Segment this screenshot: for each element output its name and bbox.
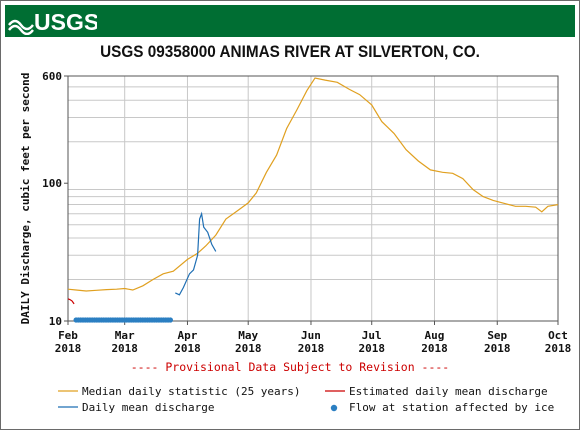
x-tick-label-year: 2018	[298, 342, 325, 355]
chart-title: USGS 09358000 ANIMAS RIVER AT SILVERTON,…	[100, 42, 480, 61]
x-tick-label-year: 2018	[174, 342, 201, 355]
x-tick-label-month: Apr	[178, 329, 198, 342]
x-tick-label-month: Feb	[58, 329, 78, 342]
x-tick-label-year: 2018	[358, 342, 385, 355]
legend-label-estimated: Estimated daily mean discharge	[349, 385, 548, 398]
legend-label-ice: Flow at station affected by ice	[349, 401, 554, 414]
legend-label-daily: Daily mean discharge	[82, 401, 214, 414]
x-tick-label-year: 2018	[421, 342, 448, 355]
x-tick-label-year: 2018	[235, 342, 262, 355]
x-tick-label-month: Sep	[487, 329, 507, 342]
x-tick-label-year: 2018	[111, 342, 138, 355]
x-tick-label-month: Jun	[301, 329, 321, 342]
x-tick-label-month: Mar	[115, 329, 135, 342]
series-line-daily	[175, 211, 217, 296]
x-tick-label-year: 2018	[55, 342, 82, 355]
legend-label-median: Median daily statistic (25 years)	[82, 385, 301, 398]
x-tick-label-month: Oct	[548, 329, 568, 342]
x-tick-label-month: Aug	[425, 329, 445, 342]
series-line-median	[68, 77, 558, 292]
x-tick-label-year: 2018	[484, 342, 511, 355]
y-axis-label: DAILY Discharge, cubic feet per second	[19, 73, 32, 325]
logo-text: USGS	[34, 9, 97, 35]
provisional-note: ---- Provisional Data Subject to Revisio…	[131, 360, 450, 374]
legend-swatch-ice	[330, 404, 338, 412]
x-tick-label-year: 2018	[545, 342, 572, 355]
usgs-logo-icon: USGS	[8, 9, 97, 35]
y-tick-label: 100	[42, 177, 62, 190]
ice-marker	[167, 317, 173, 323]
plot-area	[67, 75, 559, 322]
x-tick-label-month: Jul	[362, 329, 382, 342]
series-line-estimated	[68, 298, 75, 305]
usgs-banner	[5, 5, 575, 37]
y-tick-label: 600	[42, 70, 62, 83]
y-tick-label: 10	[49, 315, 62, 328]
x-tick-label-month: May	[238, 329, 258, 342]
